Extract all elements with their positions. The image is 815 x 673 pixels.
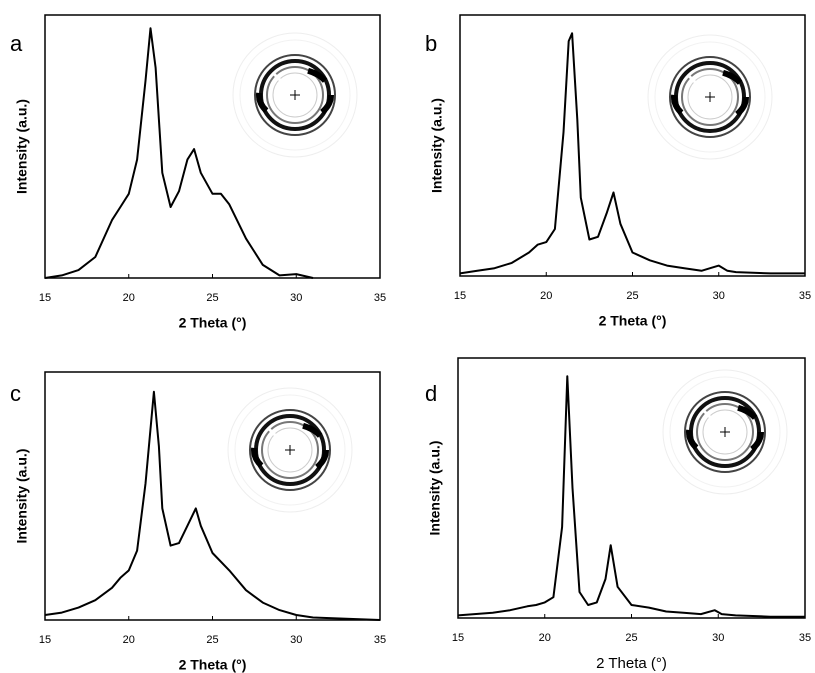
x-tick-label: 35 (799, 632, 811, 644)
x-tick-label: 15 (39, 292, 51, 304)
x-tick-label: 15 (452, 632, 464, 644)
plot-frame (460, 15, 805, 276)
x-tick-label: 20 (539, 632, 551, 644)
x-axis-label: 2 Theta (°) (596, 655, 667, 672)
x-axis-label: 2 Theta (°) (179, 657, 247, 673)
y-axis-label: Intensity (a.u.) (14, 99, 30, 194)
x-axis-label: 2 Theta (°) (599, 313, 667, 329)
plot-frame (45, 372, 380, 620)
x-tick-label: 30 (713, 290, 725, 302)
panel-label: b (425, 31, 437, 56)
x-tick-label: 30 (290, 292, 302, 304)
y-axis-label: Intensity (a.u.) (427, 441, 443, 536)
x-tick-label: 35 (374, 634, 386, 646)
diffraction-inset (648, 35, 772, 159)
data-line (45, 392, 380, 620)
x-tick-label: 25 (625, 632, 637, 644)
x-tick-label: 35 (799, 290, 811, 302)
diffraction-inset (233, 33, 357, 157)
x-tick-label: 25 (626, 290, 638, 302)
figure: a 15 20 25 30 35 2 Theta (°) Intensity (a.u.) b 1… (0, 0, 815, 673)
panel-label: d (425, 381, 437, 406)
y-axis-label: Intensity (a.u.) (14, 449, 30, 544)
x-tick-label: 35 (374, 292, 386, 304)
x-tick-label: 20 (540, 290, 552, 302)
y-axis-label: Intensity (a.u.) (429, 98, 445, 193)
x-tick-label: 30 (290, 634, 302, 646)
panel-label: a (10, 31, 23, 56)
panel-label: c (10, 381, 21, 406)
diffraction-inset (663, 370, 787, 494)
x-tick-label: 30 (712, 632, 724, 644)
x-tick-label: 25 (206, 292, 218, 304)
x-tick-label: 15 (39, 634, 51, 646)
diffraction-inset (228, 388, 352, 512)
x-tick-label: 20 (123, 634, 135, 646)
x-tick-label: 25 (206, 634, 218, 646)
plot-frame (458, 358, 805, 618)
data-line (460, 33, 805, 273)
x-axis-label: 2 Theta (°) (179, 315, 247, 331)
page: a 15 20 25 30 35 2 Theta (°) Intensity (a.u.) b 1… (0, 0, 815, 673)
x-tick-label: 15 (454, 290, 466, 302)
x-tick-label: 20 (123, 292, 135, 304)
